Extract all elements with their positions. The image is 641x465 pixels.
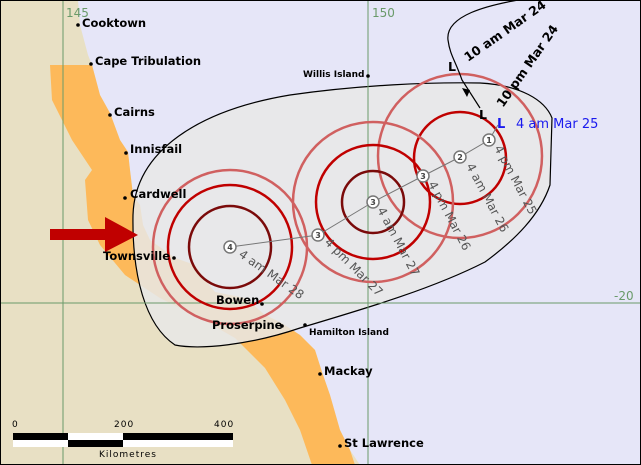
town-dots bbox=[76, 23, 370, 448]
svg-text:0: 0 bbox=[12, 420, 19, 430]
place-label: Bowen bbox=[216, 293, 259, 307]
svg-text:3: 3 bbox=[315, 231, 321, 240]
place-label: Hamilton Island bbox=[309, 328, 389, 338]
past-low-symbol: L bbox=[448, 59, 456, 74]
forecast-points: 1 2 3 3 3 4 bbox=[223, 133, 496, 254]
forecast-point-4: 3 bbox=[366, 195, 380, 209]
current-position-label: 4 am Mar 25 bbox=[516, 117, 598, 132]
scale-bar: 0 200 400 Kilometres bbox=[12, 420, 234, 460]
place-label: Willis Island bbox=[303, 70, 364, 80]
forecast-point-1: 1 bbox=[482, 133, 496, 147]
svg-text:4: 4 bbox=[227, 243, 233, 252]
place-label: Proserpine bbox=[212, 318, 283, 332]
place-label: Cooktown bbox=[82, 16, 146, 30]
svg-text:1: 1 bbox=[486, 136, 492, 145]
lat-label-20: -20 bbox=[614, 289, 634, 303]
place-label: Innisfail bbox=[130, 142, 182, 156]
past-track-arrow bbox=[462, 88, 470, 97]
place-label: Cardwell bbox=[130, 187, 186, 201]
past-low-symbol: L bbox=[479, 107, 487, 122]
place-label: Cape Tribulation bbox=[95, 54, 201, 68]
svg-text:Kilometres: Kilometres bbox=[99, 450, 157, 460]
forecast-track-cone bbox=[132, 82, 553, 348]
forecast-point-6: 4 bbox=[223, 240, 237, 254]
landfall-arrow bbox=[50, 217, 138, 252]
forecast-point-2: 2 bbox=[453, 150, 467, 164]
lon-label-150: 150 bbox=[372, 6, 395, 20]
lon-label-145: 145 bbox=[66, 6, 89, 20]
place-label: Townsville bbox=[103, 249, 170, 263]
place-label: St Lawrence bbox=[344, 436, 424, 450]
svg-text:3: 3 bbox=[370, 198, 376, 207]
past-track-line bbox=[447, 0, 519, 109]
place-label: Cairns bbox=[114, 105, 155, 119]
svg-text:400: 400 bbox=[214, 420, 234, 430]
svg-text:3: 3 bbox=[420, 172, 426, 181]
svg-text:2: 2 bbox=[457, 153, 463, 162]
forecast-point-5: 3 bbox=[311, 228, 325, 242]
forecast-point-3: 3 bbox=[416, 169, 430, 183]
warning-zone bbox=[50, 65, 355, 465]
svg-text:200: 200 bbox=[114, 420, 134, 430]
current-low-symbol: L bbox=[497, 117, 505, 132]
place-label: Mackay bbox=[324, 364, 373, 378]
